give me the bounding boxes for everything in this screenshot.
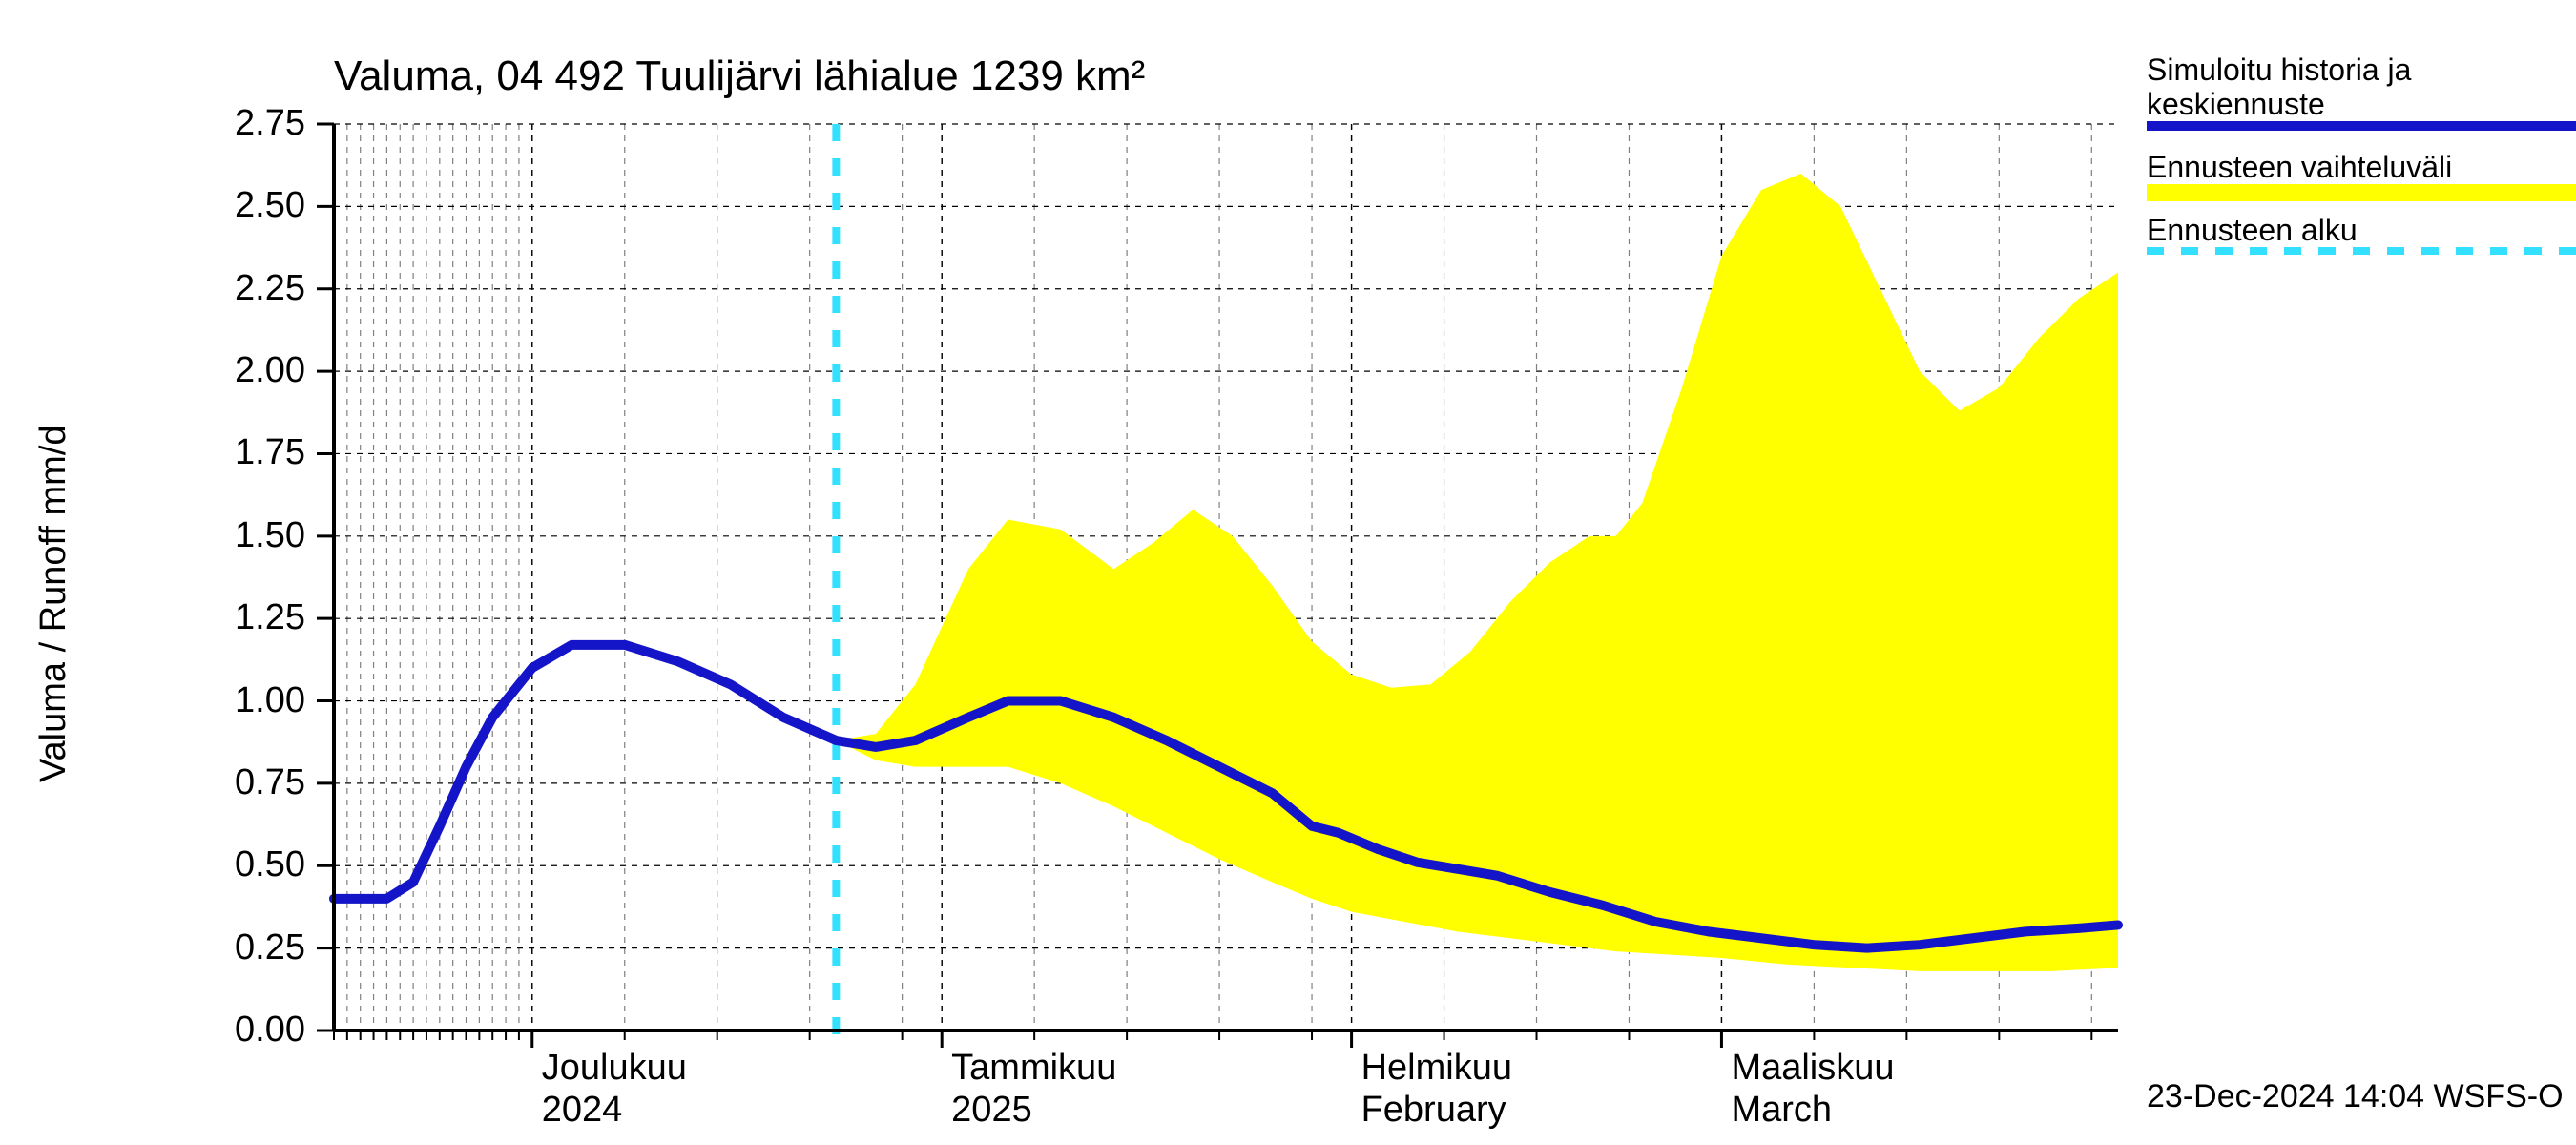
- y-tick-label: 2.75: [210, 103, 305, 144]
- legend-label: Simuloitu historia ja: [2147, 52, 2411, 88]
- y-tick-label: 2.25: [210, 268, 305, 309]
- y-tick-label: 0.50: [210, 844, 305, 885]
- runoff-forecast-chart: Valuma, 04 492 Tuulijärvi lähialue 1239 …: [0, 0, 2576, 1145]
- y-tick-label: 2.00: [210, 350, 305, 391]
- y-tick-label: 0.75: [210, 762, 305, 803]
- x-month-label-top: Maaliskuu: [1731, 1048, 1894, 1089]
- y-tick-label: 0.00: [210, 1010, 305, 1051]
- y-tick-label: 0.25: [210, 927, 305, 968]
- x-month-label-top: Joulukuu: [542, 1048, 687, 1089]
- x-month-label-top: Tammikuu: [951, 1048, 1116, 1089]
- legend-swatch: [2147, 184, 2576, 201]
- legend-label: Ennusteen alku: [2147, 213, 2358, 248]
- chart-footer: 23-Dec-2024 14:04 WSFS-O: [2147, 1078, 2564, 1115]
- x-month-label-bottom: February: [1361, 1090, 1506, 1131]
- uncertainty-band: [836, 174, 2118, 971]
- x-month-label-bottom: 2024: [542, 1090, 623, 1131]
- x-month-label-bottom: 2025: [951, 1090, 1032, 1131]
- y-tick-label: 1.25: [210, 597, 305, 638]
- x-month-label-bottom: March: [1731, 1090, 1832, 1131]
- y-tick-label: 1.50: [210, 515, 305, 556]
- legend-label: keskiennuste: [2147, 87, 2325, 122]
- legend-swatch: [2147, 121, 2576, 131]
- y-tick-label: 2.50: [210, 185, 305, 226]
- y-tick-label: 1.75: [210, 432, 305, 473]
- legend-swatch: [2147, 247, 2576, 255]
- legend-label: Ennusteen vaihteluväli: [2147, 150, 2452, 185]
- y-tick-label: 1.00: [210, 680, 305, 721]
- x-month-label-top: Helmikuu: [1361, 1048, 1512, 1089]
